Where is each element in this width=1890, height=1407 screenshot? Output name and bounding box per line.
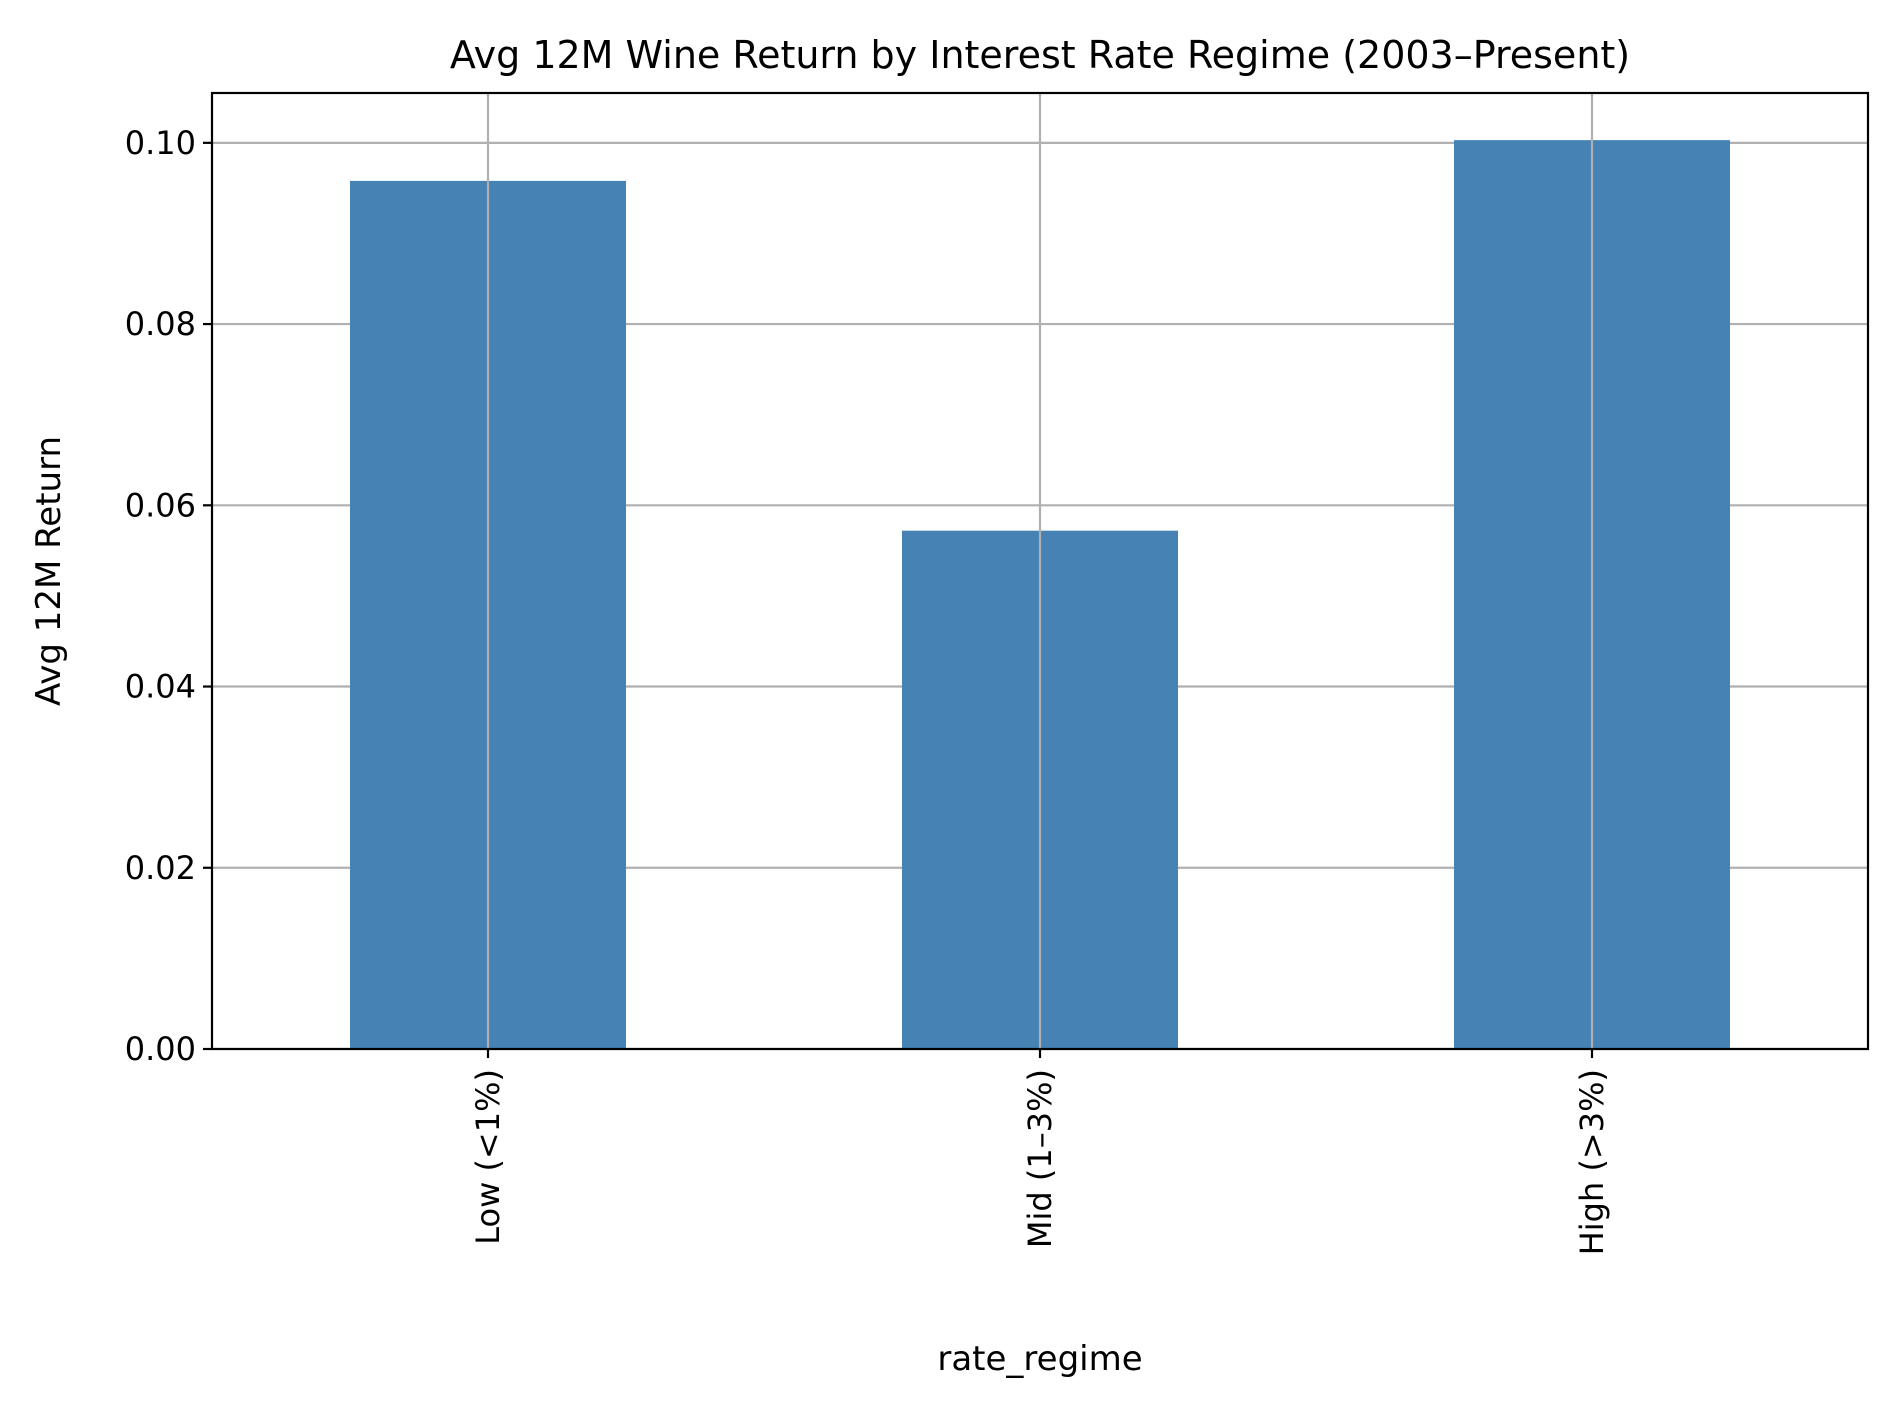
y-tick-label: 0.02: [125, 849, 196, 887]
y-tick-label: 0.10: [125, 124, 196, 162]
x-tick-label: Mid (1–3%): [1021, 1069, 1059, 1248]
y-tick-label: 0.04: [125, 668, 196, 706]
x-grid: [486, 93, 1594, 1049]
x-axis-label: rate_regime: [937, 1339, 1142, 1379]
y-tick-label: 0.06: [125, 486, 196, 524]
y-tick-label: 0.08: [125, 305, 196, 343]
x-tick-label: Low (<1%): [469, 1069, 507, 1245]
x-axis: Low (<1%) Mid (1–3%) High (>3%): [469, 1049, 1611, 1255]
y-axis: 0.00 0.02 0.04 0.06 0.08 0.10: [125, 124, 212, 1068]
x-tick-label: High (>3%): [1573, 1069, 1611, 1255]
chart-title: Avg 12M Wine Return by Interest Rate Reg…: [450, 33, 1630, 77]
y-tick-label: 0.00: [125, 1030, 196, 1068]
y-axis-label: Avg 12M Return: [29, 436, 69, 706]
